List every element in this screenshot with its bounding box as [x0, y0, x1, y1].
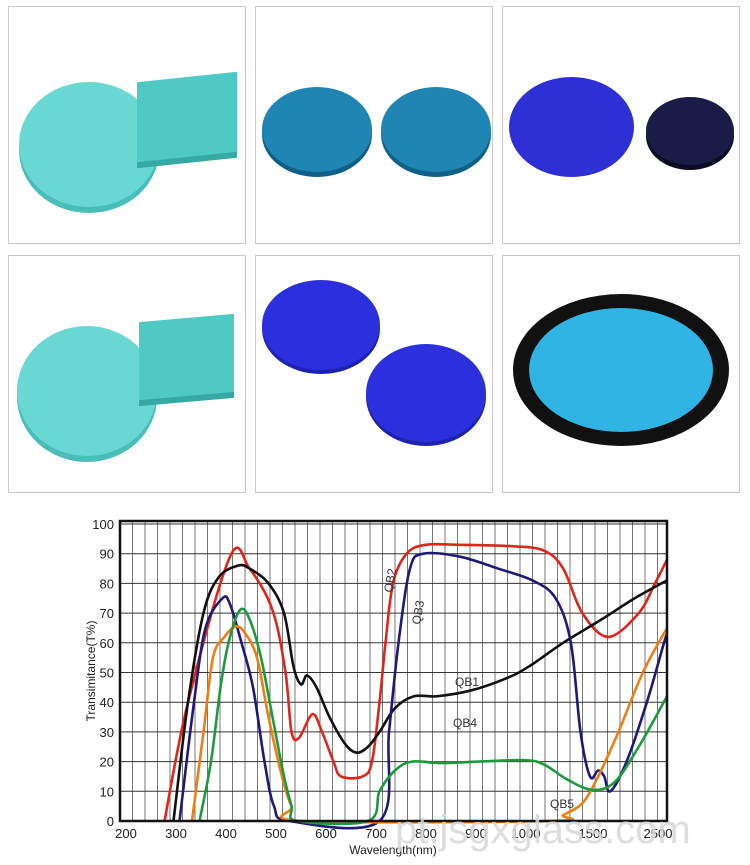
- x-tick-label: 2500: [644, 826, 673, 841]
- y-tick-label: 100: [92, 517, 114, 532]
- series-line-qb5: [190, 625, 669, 824]
- label-qb4: QB4: [453, 716, 477, 730]
- product-photo-3: [502, 6, 740, 244]
- x-tick-label: 600: [315, 826, 337, 841]
- round-filter: [509, 77, 634, 177]
- product-photo-2: [255, 6, 493, 244]
- plot-frame: [118, 519, 669, 823]
- x-tick-label: 800: [415, 826, 437, 841]
- x-tick-label: 1500: [579, 826, 608, 841]
- x-tick-label: 300: [165, 826, 187, 841]
- x-tick-label: 900: [465, 826, 487, 841]
- square-filter: [137, 71, 237, 163]
- y-tick-label: 30: [100, 725, 114, 740]
- series-lines: [163, 542, 669, 830]
- product-photo-4: [8, 255, 246, 493]
- x-tick-label: 1000: [512, 826, 541, 841]
- round-filter: [262, 280, 380, 370]
- square-filter: [139, 313, 234, 401]
- y-tick-label: 60: [100, 636, 114, 651]
- y-axis-label: Transimitance(T%): [84, 621, 98, 722]
- grid: [120, 521, 667, 821]
- round-filter: [646, 97, 734, 165]
- y-tick-label: 70: [100, 606, 114, 621]
- y-tick-label: 0: [107, 814, 114, 829]
- round-filter: [366, 344, 486, 442]
- round-filter: [17, 326, 157, 456]
- y-tick-label: 20: [100, 755, 114, 770]
- tick-labels: 200 300 400 500 600 700 800 900 1000 1500 2500 0 10 2…: [92, 517, 672, 841]
- x-tick-label: 200: [115, 826, 137, 841]
- round-filter: [381, 87, 491, 172]
- label-qb2: QB2: [381, 567, 399, 593]
- series-line-qb2: [163, 542, 669, 822]
- product-photo-5: [255, 255, 493, 493]
- label-qb5: QB5: [550, 797, 574, 811]
- y-tick-label: 50: [100, 666, 114, 681]
- x-tick-label: 700: [365, 826, 387, 841]
- y-tick-label: 80: [100, 576, 114, 591]
- label-qb1: QB1: [455, 675, 479, 689]
- cyan-filter: [529, 308, 713, 432]
- product-photo-1: [8, 6, 246, 244]
- x-tick-label: 400: [215, 826, 237, 841]
- label-qb3: QB3: [409, 599, 427, 625]
- y-tick-label: 40: [100, 695, 114, 710]
- x-tick-label: 500: [265, 826, 287, 841]
- round-filter: [19, 82, 159, 207]
- x-axis-label: Wavelength(nm): [349, 843, 437, 857]
- series-line-qb1: [172, 563, 668, 822]
- series-line-qb4: [198, 607, 669, 826]
- round-filter: [262, 87, 372, 172]
- product-photo-6: [502, 255, 740, 493]
- y-tick-label: 90: [100, 547, 114, 562]
- y-tick-label: 10: [100, 784, 114, 799]
- watermark: pt.jsgxglass.com: [395, 808, 691, 852]
- transmittance-chart: 200 300 400 500 600 700 800 900 1000 1500 2500 0 10 2…: [84, 517, 691, 857]
